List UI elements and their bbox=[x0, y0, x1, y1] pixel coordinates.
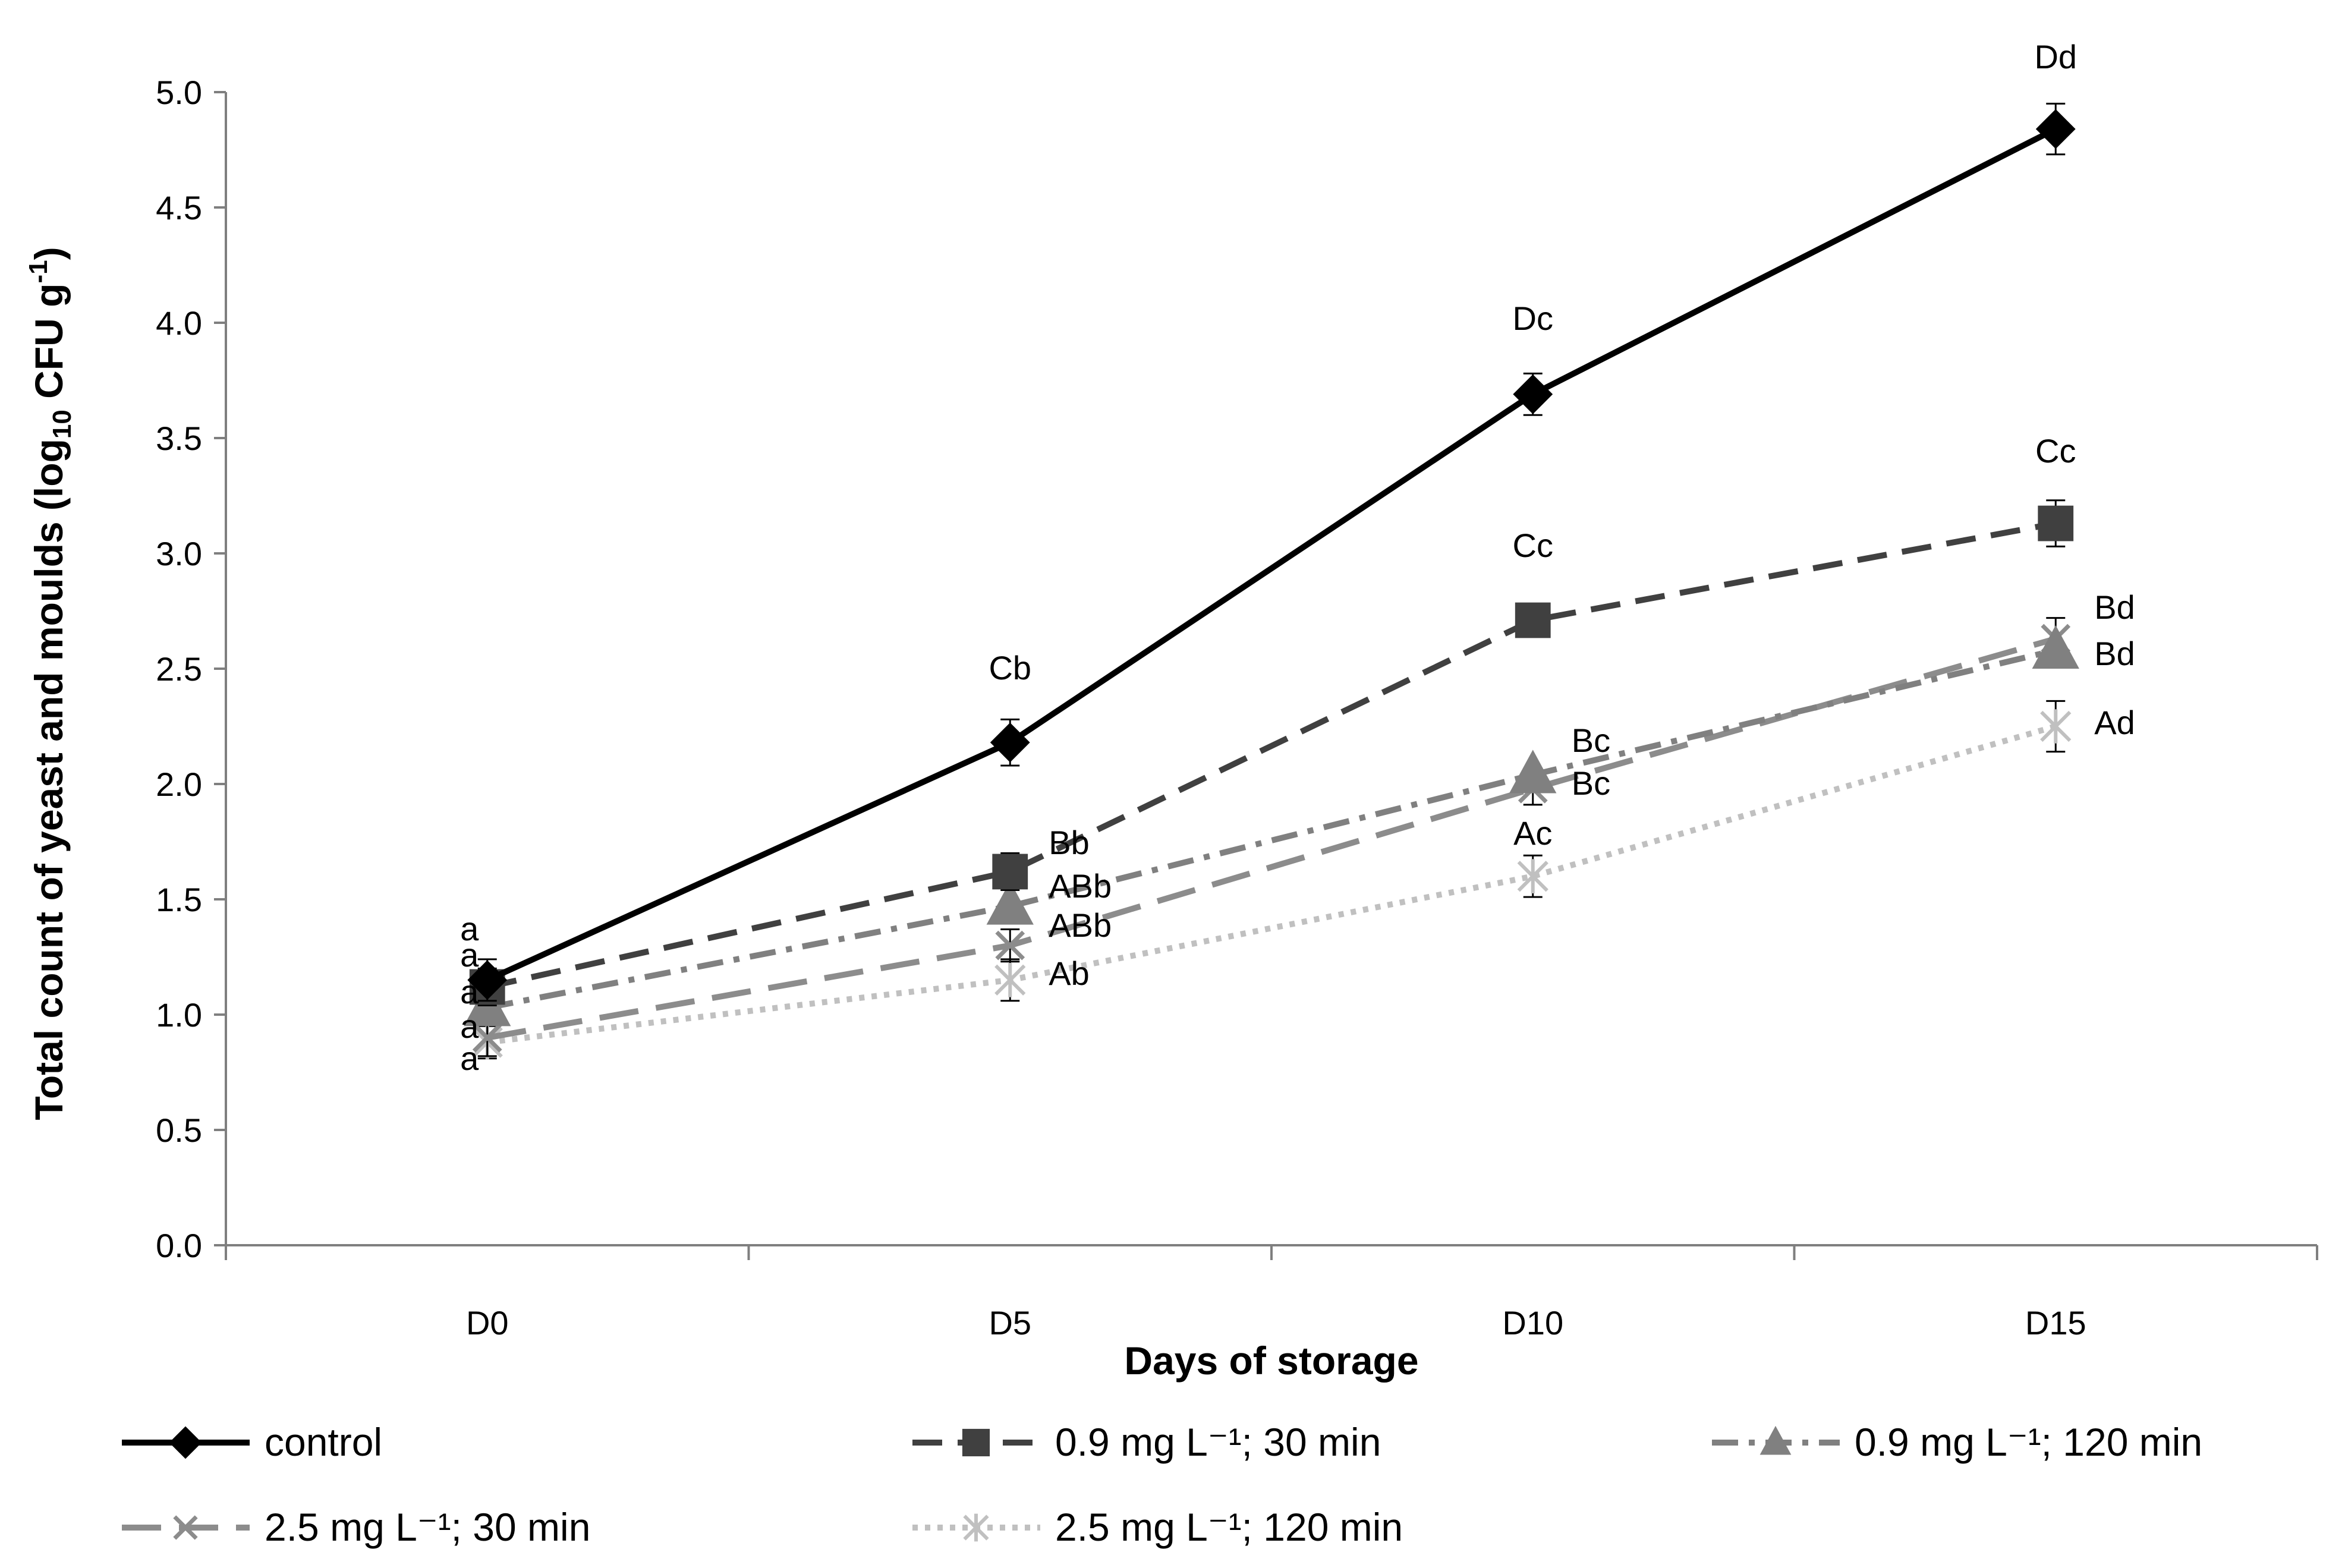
series-4 bbox=[472, 617, 2071, 1057]
y-tick-label: 0.5 bbox=[156, 1112, 202, 1149]
significance-label: Bd bbox=[2094, 588, 2135, 626]
legend-item-2: 0.9 mg L⁻¹; 30 min bbox=[912, 1420, 1381, 1464]
data-point bbox=[986, 881, 1034, 925]
data-point bbox=[467, 960, 508, 1000]
significance-label: a bbox=[460, 910, 479, 947]
y-title-unit: CFU g bbox=[27, 284, 71, 410]
series-line bbox=[486, 647, 2057, 1011]
significance-label: a bbox=[460, 1040, 479, 1077]
marker-stroke bbox=[995, 930, 1025, 961]
significance-label: Dd bbox=[2034, 38, 2077, 75]
legend-item-5: 2.5 mg L⁻¹; 120 min bbox=[912, 1505, 1403, 1549]
x-tick-label: D0 bbox=[466, 1304, 509, 1342]
y-tick-label: 2.0 bbox=[156, 766, 202, 803]
significance-label: Cc bbox=[1513, 527, 1553, 564]
x-tick-label: D5 bbox=[989, 1304, 1031, 1342]
significance-label: Ad bbox=[2094, 704, 2135, 741]
data-point bbox=[2038, 505, 2074, 541]
data-point bbox=[1509, 750, 1557, 794]
significance-label: Bc bbox=[1572, 764, 1610, 802]
data-point bbox=[994, 963, 1026, 997]
legend-item-4: 2.5 mg L⁻¹; 30 min bbox=[122, 1505, 590, 1549]
legend-label: 2.5 mg L⁻¹; 120 min bbox=[1055, 1505, 1403, 1549]
data-point bbox=[990, 722, 1030, 763]
data-point bbox=[1513, 374, 1553, 414]
x-tick-label: D10 bbox=[1502, 1304, 1563, 1342]
significance-label: Cc bbox=[2035, 432, 2076, 470]
legend-swatch-marker bbox=[963, 1513, 989, 1542]
x-tick-label: D15 bbox=[2025, 1304, 2086, 1342]
y-axis-title: Total count of yeast and moulds (log10 C… bbox=[24, 247, 77, 1120]
data-point bbox=[992, 854, 1028, 890]
significance-label: a bbox=[460, 973, 479, 1010]
y-tick-label: 3.0 bbox=[156, 535, 202, 572]
y-title-close: ) bbox=[27, 247, 71, 260]
data-point bbox=[2035, 109, 2076, 149]
marker-stroke bbox=[173, 1515, 198, 1540]
series-line bbox=[486, 126, 2057, 983]
legend-item-3: 0.9 mg L⁻¹; 120 min bbox=[1712, 1420, 2202, 1464]
y-tick-label: 2.5 bbox=[156, 650, 202, 688]
y-title-superscript: -1 bbox=[24, 260, 53, 283]
significance-label: Ac bbox=[1513, 814, 1552, 852]
significance-label: Ab bbox=[1049, 955, 1090, 992]
series-2 bbox=[469, 499, 2074, 1006]
y-axis-title-text: Total count of yeast and moulds (log10 C… bbox=[24, 247, 77, 1120]
legend-label: control bbox=[265, 1420, 382, 1464]
series-line bbox=[487, 723, 2057, 1046]
legend-swatch-marker bbox=[169, 1426, 202, 1459]
significance-label: a bbox=[460, 1007, 479, 1045]
y-tick-label: 1.5 bbox=[156, 881, 202, 918]
significance-label: Bd bbox=[2094, 635, 2135, 672]
y-tick-label: 1.0 bbox=[156, 996, 202, 1034]
significance-label: ABb bbox=[1049, 906, 1112, 944]
legend-swatch-marker bbox=[1759, 1425, 1792, 1455]
chart-axes: 0.0 0.5 1.0 1.5 2.0 2.5 3.0 3.5 4.0 4.5 5.0 D0 D5 D10… bbox=[156, 74, 2318, 1342]
y-title-main: Total count of yeast and moulds (log bbox=[27, 439, 71, 1120]
significance-label: Cb bbox=[989, 649, 1031, 687]
x-axis-title-text: Days of storage bbox=[1124, 1339, 1418, 1383]
significance-label: Dc bbox=[1513, 300, 1553, 337]
y-tick-label: 4.0 bbox=[156, 304, 202, 342]
legend-label: 0.9 mg L⁻¹; 120 min bbox=[1855, 1420, 2202, 1464]
y-tick-label: 0.0 bbox=[156, 1227, 202, 1264]
x-axis-title: Days of storage bbox=[1124, 1339, 1418, 1383]
legend: control 0.9 mg L⁻¹; 30 min 0.9 mg L⁻¹; 120… bbox=[122, 1420, 2202, 1549]
marker-stroke bbox=[472, 1022, 502, 1053]
legend-item-1: control bbox=[122, 1420, 382, 1464]
legend-swatch-marker bbox=[962, 1428, 990, 1457]
significance-label: a bbox=[460, 936, 479, 974]
data-point bbox=[2032, 625, 2079, 669]
series-1 bbox=[467, 102, 2076, 1002]
data-point bbox=[472, 1022, 502, 1053]
data-point bbox=[995, 930, 1025, 961]
series-layer bbox=[464, 102, 2079, 1060]
y-title-subscript: 10 bbox=[48, 410, 77, 439]
series-line bbox=[486, 520, 2057, 990]
legend-swatch-marker bbox=[173, 1515, 198, 1540]
y-tick-label: 5.0 bbox=[156, 74, 202, 111]
data-point bbox=[1517, 859, 1548, 893]
legend-label: 2.5 mg L⁻¹; 30 min bbox=[265, 1505, 590, 1549]
significance-label: ABb bbox=[1049, 867, 1112, 905]
legend-label: 0.9 mg L⁻¹; 30 min bbox=[1055, 1420, 1381, 1464]
significance-label: Bb bbox=[1049, 824, 1090, 861]
series-3 bbox=[464, 625, 2079, 1027]
y-tick-label: 3.5 bbox=[156, 420, 202, 457]
data-point bbox=[2040, 709, 2072, 744]
y-tick-label: 4.5 bbox=[156, 189, 202, 226]
data-point bbox=[1515, 602, 1551, 638]
significance-label: Bc bbox=[1572, 722, 1610, 759]
